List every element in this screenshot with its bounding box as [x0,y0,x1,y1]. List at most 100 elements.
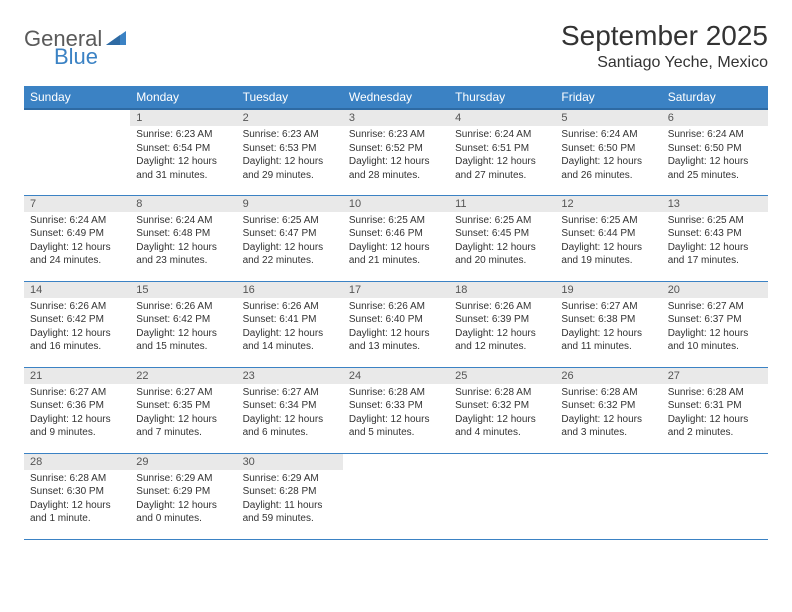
calendar-week-row: 14Sunrise: 6:26 AMSunset: 6:42 PMDayligh… [24,281,768,367]
calendar-day-cell: 29Sunrise: 6:29 AMSunset: 6:29 PMDayligh… [130,453,236,539]
weekday-header: Friday [555,86,661,109]
calendar-day-cell: 4Sunrise: 6:24 AMSunset: 6:51 PMDaylight… [449,109,555,195]
day-text: Sunrise: 6:28 AMSunset: 6:32 PMDaylight:… [449,384,555,444]
calendar-day-cell: . [449,453,555,539]
calendar-day-cell: 1Sunrise: 6:23 AMSunset: 6:54 PMDaylight… [130,109,236,195]
calendar-body: .1Sunrise: 6:23 AMSunset: 6:54 PMDayligh… [24,109,768,539]
day-text: Sunrise: 6:24 AMSunset: 6:49 PMDaylight:… [24,212,130,272]
calendar-day-cell: 30Sunrise: 6:29 AMSunset: 6:28 PMDayligh… [237,453,343,539]
day-number: 14 [24,282,130,298]
calendar-head: SundayMondayTuesdayWednesdayThursdayFrid… [24,86,768,109]
day-number: 17 [343,282,449,298]
day-number: 16 [237,282,343,298]
day-text: Sunrise: 6:29 AMSunset: 6:29 PMDaylight:… [130,470,236,530]
day-number: 6 [662,110,768,126]
calendar-day-cell: 15Sunrise: 6:26 AMSunset: 6:42 PMDayligh… [130,281,236,367]
day-text: Sunrise: 6:27 AMSunset: 6:36 PMDaylight:… [24,384,130,444]
calendar-day-cell: 12Sunrise: 6:25 AMSunset: 6:44 PMDayligh… [555,195,661,281]
calendar-day-cell: 17Sunrise: 6:26 AMSunset: 6:40 PMDayligh… [343,281,449,367]
calendar-day-cell: 3Sunrise: 6:23 AMSunset: 6:52 PMDaylight… [343,109,449,195]
day-number: 13 [662,196,768,212]
day-text: Sunrise: 6:26 AMSunset: 6:42 PMDaylight:… [130,298,236,358]
calendar-day-cell: 18Sunrise: 6:26 AMSunset: 6:39 PMDayligh… [449,281,555,367]
calendar-day-cell: 22Sunrise: 6:27 AMSunset: 6:35 PMDayligh… [130,367,236,453]
calendar-day-cell: . [343,453,449,539]
calendar-day-cell: 13Sunrise: 6:25 AMSunset: 6:43 PMDayligh… [662,195,768,281]
weekday-header: Thursday [449,86,555,109]
day-number: 18 [449,282,555,298]
day-number: 15 [130,282,236,298]
day-number: 1 [130,110,236,126]
day-number: 11 [449,196,555,212]
day-number: 7 [24,196,130,212]
calendar-day-cell: 7Sunrise: 6:24 AMSunset: 6:49 PMDaylight… [24,195,130,281]
logo-text-blue: Blue [54,44,98,69]
day-number: 30 [237,454,343,470]
day-text: Sunrise: 6:26 AMSunset: 6:40 PMDaylight:… [343,298,449,358]
calendar-day-cell: 8Sunrise: 6:24 AMSunset: 6:48 PMDaylight… [130,195,236,281]
day-text: Sunrise: 6:27 AMSunset: 6:38 PMDaylight:… [555,298,661,358]
calendar-day-cell: 23Sunrise: 6:27 AMSunset: 6:34 PMDayligh… [237,367,343,453]
day-text: Sunrise: 6:27 AMSunset: 6:35 PMDaylight:… [130,384,236,444]
day-number: 23 [237,368,343,384]
day-text: Sunrise: 6:25 AMSunset: 6:44 PMDaylight:… [555,212,661,272]
day-text: Sunrise: 6:24 AMSunset: 6:50 PMDaylight:… [555,126,661,186]
calendar-table: SundayMondayTuesdayWednesdayThursdayFrid… [24,86,768,540]
logo-triangle-icon [106,29,126,50]
calendar-day-cell: . [24,109,130,195]
day-text: Sunrise: 6:26 AMSunset: 6:42 PMDaylight:… [24,298,130,358]
logo-text-blue-wrap: Blue [54,44,98,70]
calendar-day-cell: 14Sunrise: 6:26 AMSunset: 6:42 PMDayligh… [24,281,130,367]
day-text: Sunrise: 6:26 AMSunset: 6:41 PMDaylight:… [237,298,343,358]
day-number: 9 [237,196,343,212]
day-text: Sunrise: 6:26 AMSunset: 6:39 PMDaylight:… [449,298,555,358]
day-number: 8 [130,196,236,212]
day-number: 27 [662,368,768,384]
calendar-day-cell: 26Sunrise: 6:28 AMSunset: 6:32 PMDayligh… [555,367,661,453]
day-number: 4 [449,110,555,126]
calendar-day-cell: 11Sunrise: 6:25 AMSunset: 6:45 PMDayligh… [449,195,555,281]
day-number: 28 [24,454,130,470]
weekday-row: SundayMondayTuesdayWednesdayThursdayFrid… [24,86,768,109]
calendar-day-cell: 28Sunrise: 6:28 AMSunset: 6:30 PMDayligh… [24,453,130,539]
calendar-day-cell: 21Sunrise: 6:27 AMSunset: 6:36 PMDayligh… [24,367,130,453]
day-text: Sunrise: 6:28 AMSunset: 6:31 PMDaylight:… [662,384,768,444]
calendar-day-cell: 2Sunrise: 6:23 AMSunset: 6:53 PMDaylight… [237,109,343,195]
day-text: Sunrise: 6:25 AMSunset: 6:47 PMDaylight:… [237,212,343,272]
calendar-week-row: .1Sunrise: 6:23 AMSunset: 6:54 PMDayligh… [24,109,768,195]
day-number: 21 [24,368,130,384]
weekday-header: Wednesday [343,86,449,109]
calendar-day-cell: 19Sunrise: 6:27 AMSunset: 6:38 PMDayligh… [555,281,661,367]
calendar-day-cell: 9Sunrise: 6:25 AMSunset: 6:47 PMDaylight… [237,195,343,281]
day-number: 19 [555,282,661,298]
day-text: Sunrise: 6:25 AMSunset: 6:46 PMDaylight:… [343,212,449,272]
day-number: 22 [130,368,236,384]
calendar-day-cell: . [662,453,768,539]
day-number: 24 [343,368,449,384]
day-number: 5 [555,110,661,126]
weekday-header: Sunday [24,86,130,109]
day-text: Sunrise: 6:23 AMSunset: 6:54 PMDaylight:… [130,126,236,186]
calendar-day-cell: 6Sunrise: 6:24 AMSunset: 6:50 PMDaylight… [662,109,768,195]
day-text: Sunrise: 6:28 AMSunset: 6:33 PMDaylight:… [343,384,449,444]
calendar-week-row: 7Sunrise: 6:24 AMSunset: 6:49 PMDaylight… [24,195,768,281]
day-number: 29 [130,454,236,470]
day-number: 26 [555,368,661,384]
day-text: Sunrise: 6:27 AMSunset: 6:34 PMDaylight:… [237,384,343,444]
day-text: Sunrise: 6:25 AMSunset: 6:45 PMDaylight:… [449,212,555,272]
calendar-day-cell: 16Sunrise: 6:26 AMSunset: 6:41 PMDayligh… [237,281,343,367]
header: General September 2025 Santiago Yeche, M… [24,20,768,72]
weekday-header: Tuesday [237,86,343,109]
calendar-day-cell: 24Sunrise: 6:28 AMSunset: 6:33 PMDayligh… [343,367,449,453]
calendar-day-cell: 10Sunrise: 6:25 AMSunset: 6:46 PMDayligh… [343,195,449,281]
day-text: Sunrise: 6:29 AMSunset: 6:28 PMDaylight:… [237,470,343,530]
calendar-week-row: 28Sunrise: 6:28 AMSunset: 6:30 PMDayligh… [24,453,768,539]
day-number: 2 [237,110,343,126]
day-text: Sunrise: 6:27 AMSunset: 6:37 PMDaylight:… [662,298,768,358]
day-number: 12 [555,196,661,212]
day-text: Sunrise: 6:28 AMSunset: 6:32 PMDaylight:… [555,384,661,444]
calendar-day-cell: 25Sunrise: 6:28 AMSunset: 6:32 PMDayligh… [449,367,555,453]
day-number: 25 [449,368,555,384]
title-block: September 2025 Santiago Yeche, Mexico [561,20,768,72]
day-number: 3 [343,110,449,126]
